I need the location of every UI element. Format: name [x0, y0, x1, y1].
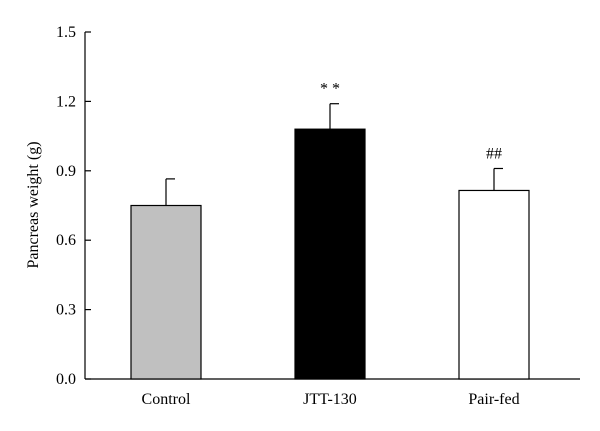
bar-jtt-130 — [294, 128, 366, 380]
significance-annotation: ## — [486, 145, 502, 162]
labels: 0.0 0.3 0.6 0.9 1.2 1.5 Control JTT-130 Pair-fed — [56, 24, 520, 408]
y-tick-label: 0.6 — [56, 232, 76, 249]
error-bars — [165, 103, 503, 206]
annotations: * * ## — [320, 81, 502, 163]
x-tick-label: Control — [142, 391, 191, 408]
y-tick-label: 0.0 — [56, 371, 76, 388]
x-tick-label: Pair-fed — [468, 391, 519, 408]
x-tick-label: JTT-130 — [303, 391, 357, 408]
bar-control — [130, 204, 202, 380]
y-tick-label: 0.3 — [56, 302, 76, 319]
y-tick-label: 1.5 — [56, 24, 76, 41]
significance-annotation: * * — [320, 81, 340, 98]
bars — [130, 128, 530, 380]
y-tick-label: 0.9 — [56, 163, 76, 180]
y-axis-label: Pancreas weight (g) — [25, 141, 42, 268]
y-tick-label: 1.2 — [56, 93, 76, 110]
bar-pair-fed — [458, 189, 530, 380]
